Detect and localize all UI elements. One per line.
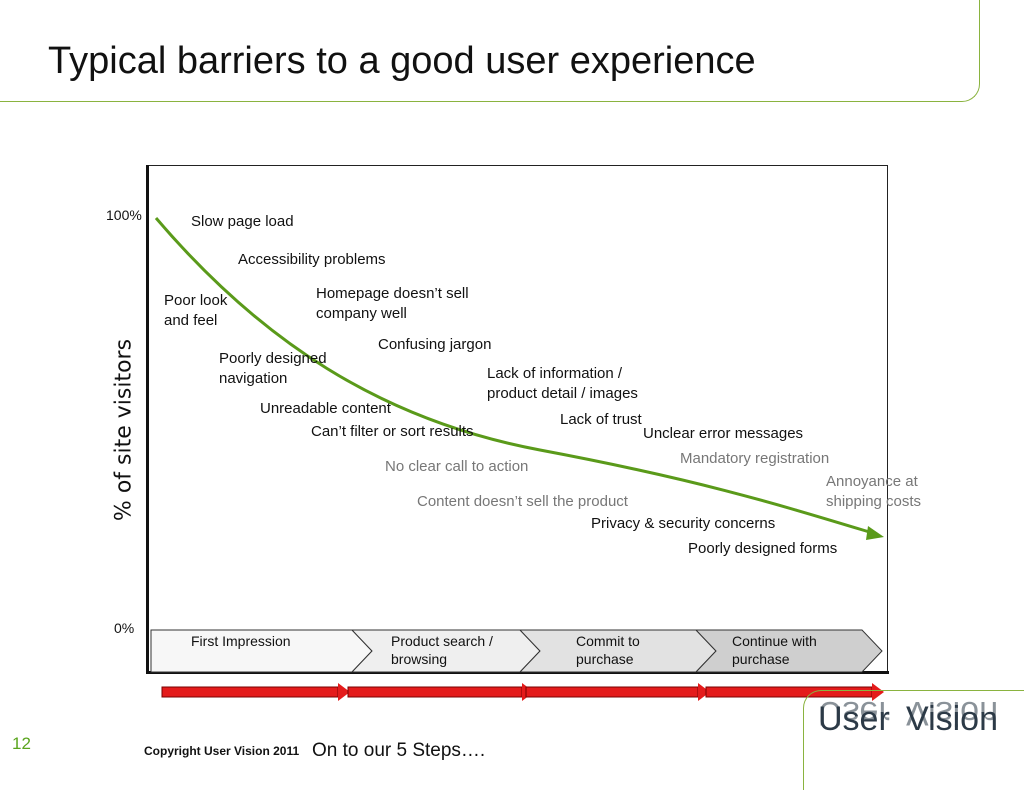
barrier-shipping-costs: Annoyance at shipping costs [826,473,922,510]
copyright-text: Copyright User Vision 2011 [144,744,300,758]
barrier-privacy-security: Privacy & security concerns [591,515,776,532]
diagram-graphics [150,217,884,701]
barrier-navigation: Poorly designed navigation [219,350,327,387]
barrier-accessibility: Accessibility problems [238,251,386,268]
logo-word-user: User [818,700,890,738]
slide-title: Typical barriers to a good user experien… [48,40,756,82]
logo-reflection-user: User [818,694,890,732]
visitor-decline-curve [154,217,877,536]
barrier-filter-sort: Can’t filter or sort results [311,423,474,440]
y-axis-bottom-label: 0% [114,620,135,636]
stage-first-impression: First Impression [191,633,291,649]
logo-reflection-vision: Vision [906,694,998,732]
barrier-lack-of-trust: Lack of trust [560,411,642,428]
stage-commit: Commit to purchase [576,633,640,667]
stage-continue: Continue with purchase [732,633,817,667]
stage-product-search: Product search / browsing [391,633,493,667]
logo-frame [803,690,1024,790]
barrier-call-to-action: No clear call to action [385,458,529,475]
title-frame [0,0,980,102]
user-vision-logo: User Vision User Vision [818,694,1008,760]
barrier-homepage: Homepage doesn’t sell company well [316,285,469,322]
barrier-unreadable-content: Unreadable content [260,400,391,417]
barrier-look-and-feel: Poor look and feel [164,292,228,329]
barrier-lack-of-information: Lack of information / product detail / i… [487,365,638,402]
barrier-poor-forms: Poorly designed forms [688,540,838,557]
y-axis-top-label: 100% [106,207,142,223]
y-axis-line [146,165,149,674]
logo-word-vision: Vision [906,700,998,738]
barrier-jargon: Confusing jargon [378,336,492,353]
curve-arrowhead [866,526,884,540]
barrier-content-product: Content doesn’t sell the product [417,493,628,510]
barrier-mandatory-registration: Mandatory registration [680,450,830,467]
stage-chevron-4 [694,629,883,673]
step-arrows [161,683,884,701]
next-steps-link[interactable]: On to our 5 Steps…. [312,740,486,761]
barrier-slow-page-load: Slow page load [191,213,294,230]
page-number: 12 [12,734,31,753]
barrier-error-messages: Unclear error messages [643,425,804,442]
